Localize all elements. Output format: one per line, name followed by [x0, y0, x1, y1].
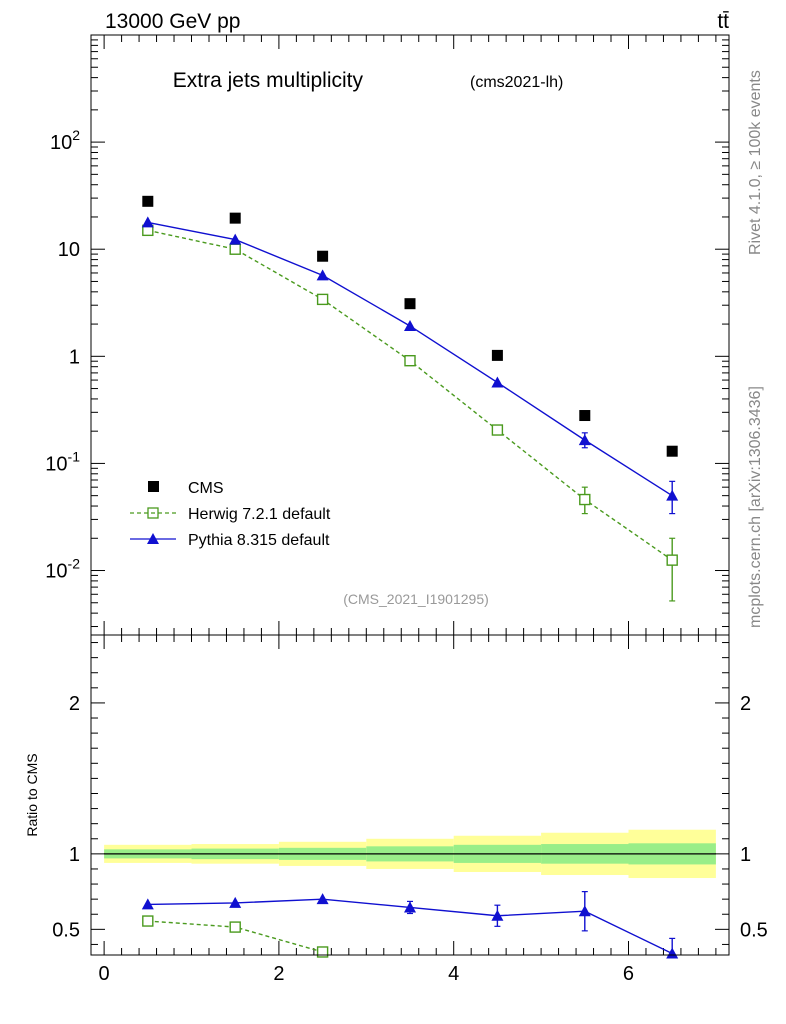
- pythia-ratio-point: [316, 893, 329, 905]
- x-tick-label: 6: [623, 963, 634, 985]
- cms-point: [666, 445, 678, 457]
- ratio-y-tick-label-right: 0.5: [740, 919, 768, 941]
- pythia-ratio-point: [229, 896, 242, 908]
- legend-herwig-marker: [147, 507, 159, 519]
- pythia-point: [229, 233, 242, 245]
- cms-point: [229, 212, 241, 224]
- herwig-point: [491, 424, 504, 436]
- pythia-ratio-point: [404, 901, 416, 913]
- ratio-y-tick-label-right: 1: [740, 844, 751, 866]
- herwig-point: [229, 243, 241, 255]
- legend-herwig-label: Herwig 7.2.1 default: [188, 506, 331, 523]
- y-tick-label: 10-2: [45, 556, 80, 583]
- pythia-point: [141, 216, 154, 228]
- cms-point: [579, 410, 591, 422]
- legend: CMS Herwig 7.2.1 default Pythia 8.315 de…: [130, 480, 331, 549]
- main-panel: Extra jets multiplicity (cms2021-lh) (CM…: [45, 34, 730, 636]
- x-tick-label: 0: [99, 963, 110, 985]
- pythia-point: [404, 319, 416, 331]
- ratio-axes: 0.5 0.5 1 1 2 2 0 2 4 6: [52, 635, 768, 985]
- pythia-point: [491, 376, 504, 388]
- y-tick-label: 102: [50, 127, 80, 154]
- herwig-ratio-point: [316, 946, 329, 958]
- cms-point: [142, 195, 154, 207]
- ratio-panel: 0.5 0.5 1 1 2 2 0 2 4 6 Ratio to CMS: [24, 634, 768, 985]
- ratio-y-tick-label: 0.5: [52, 919, 80, 941]
- pythia-ratio-point: [666, 947, 679, 959]
- ratio-y-tick-label: 2: [69, 693, 80, 715]
- ratio-y-tick-label: 1: [69, 844, 80, 866]
- main-marks: [141, 195, 679, 602]
- cms-point: [404, 298, 416, 310]
- herwig-point: [579, 493, 591, 506]
- pythia-point: [666, 489, 679, 501]
- y-tick-label: 10: [58, 239, 80, 261]
- rivet-label: Rivet 4.1.0, ≥ 100k events: [747, 70, 764, 255]
- main-frame: [90, 34, 730, 636]
- x-tick-label: 2: [273, 963, 284, 985]
- legend-pythia-label: Pythia 8.315 default: [188, 532, 330, 549]
- herwig-ratio-point: [142, 915, 154, 927]
- y-tick-label: 10-1: [45, 448, 80, 475]
- cms-point: [317, 250, 329, 262]
- herwig-point: [404, 354, 416, 367]
- pythia-point: [578, 434, 591, 446]
- ratio-y-tick-label-right: 2: [740, 693, 751, 715]
- pythia-ratio-point: [578, 905, 591, 917]
- ratio-ylabel: Ratio to CMS: [24, 753, 40, 836]
- pythia-point: [316, 269, 329, 281]
- y-tick-label: 1: [69, 346, 80, 368]
- ratio-marks: [141, 891, 679, 959]
- pythia-ratio-point: [491, 909, 504, 921]
- herwig-point: [666, 554, 678, 566]
- mcplots-label: mcplots.cern.ch [arXiv:1306.3436]: [747, 386, 764, 628]
- legend-pythia-marker: [147, 533, 159, 544]
- process-label: tt̄: [717, 10, 729, 33]
- chart-subtitle: (cms2021-lh): [470, 74, 563, 91]
- pythia-ratio-point: [141, 898, 154, 910]
- legend-cms-marker: [148, 481, 159, 492]
- x-tick-label: 4: [448, 963, 459, 985]
- herwig-point: [316, 293, 329, 306]
- watermark: (CMS_2021_I1901295): [343, 591, 489, 607]
- ratio-frame: [90, 634, 730, 956]
- chart-title: Extra jets multiplicity: [173, 69, 364, 92]
- legend-cms-label: CMS: [188, 480, 224, 497]
- cms-point: [491, 349, 503, 361]
- herwig-ratio-point: [229, 921, 241, 933]
- ratio-bands: [104, 829, 716, 879]
- main-axes: 10-2 10-1 1 10 102: [45, 34, 729, 635]
- energy-label: 13000 GeV pp: [105, 10, 240, 33]
